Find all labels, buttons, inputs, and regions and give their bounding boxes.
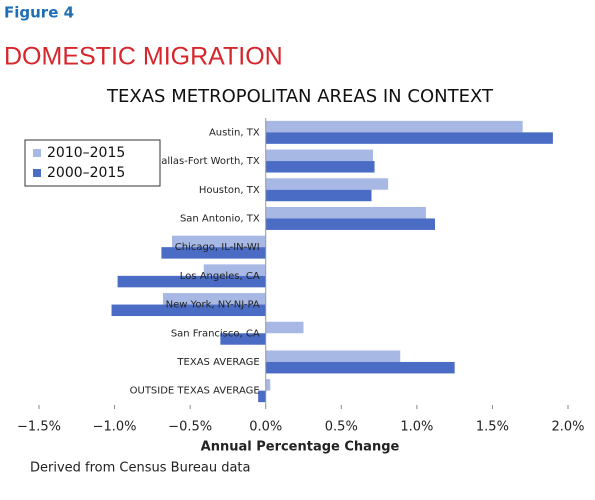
y-tick-label: Houston, TX: [199, 185, 260, 196]
x-axis-label: Annual Percentage Change: [201, 440, 400, 455]
x-tick-label: −0.5%: [168, 420, 212, 435]
bar: [265, 361, 455, 374]
bar: [258, 390, 266, 403]
bar: [265, 132, 553, 144]
y-tick-label: OUTSIDE TEXAS AVERAGE: [130, 386, 260, 397]
bar: [265, 189, 372, 202]
bar: [265, 379, 271, 391]
chart-title: TEXAS METROPOLITAN AREAS IN CONTEXT: [106, 86, 494, 107]
x-tick-label: 1.5%: [476, 420, 509, 435]
y-tick-label: San Antonio, TX: [180, 213, 260, 224]
x-tick-label: 2.0%: [551, 420, 584, 435]
y-tick-label: Los Angeles, CA: [180, 271, 260, 282]
bar: [265, 350, 401, 362]
bar: [265, 149, 374, 162]
legend-label: 2010–2015: [47, 145, 125, 161]
bar: [265, 120, 523, 133]
bar: [161, 247, 266, 259]
x-tick-label: 0.5%: [325, 420, 358, 435]
x-tick-label: 0.0%: [249, 420, 282, 435]
legend-swatch: [33, 169, 41, 177]
bar: [265, 206, 426, 219]
bar: [265, 178, 389, 190]
legend-label: 2000–2015: [47, 165, 125, 181]
bar: [162, 293, 266, 305]
y-tick-label: New York, NY-NJ-PA: [166, 300, 260, 311]
heading: DOMESTIC MIGRATION: [4, 43, 283, 71]
bar: [265, 218, 435, 230]
figure-label: Figure 4: [4, 4, 74, 22]
y-tick-label: TEXAS AVERAGE: [176, 357, 259, 368]
x-tick-label: −1.0%: [93, 420, 137, 435]
x-tick-label: −1.5%: [17, 420, 61, 435]
bar: [265, 161, 375, 173]
x-tick-label: 1.0%: [400, 420, 433, 435]
legend-box: [24, 139, 161, 187]
bar: [172, 235, 266, 248]
y-tick-label: San Francisco, CA: [171, 328, 260, 339]
y-tick-label: Austin, TX: [209, 127, 260, 138]
bar: [265, 321, 304, 334]
bar: [111, 304, 266, 317]
legend-swatch: [33, 149, 41, 157]
y-tick-label: Chicago, IL-IN-WI: [175, 242, 260, 253]
bar: [220, 333, 266, 345]
y-tick-label: Dallas-Fort Worth, TX: [154, 156, 260, 167]
source: Derived from Census Bureau data: [30, 461, 251, 476]
bar: [203, 264, 266, 276]
bar: [117, 275, 266, 288]
